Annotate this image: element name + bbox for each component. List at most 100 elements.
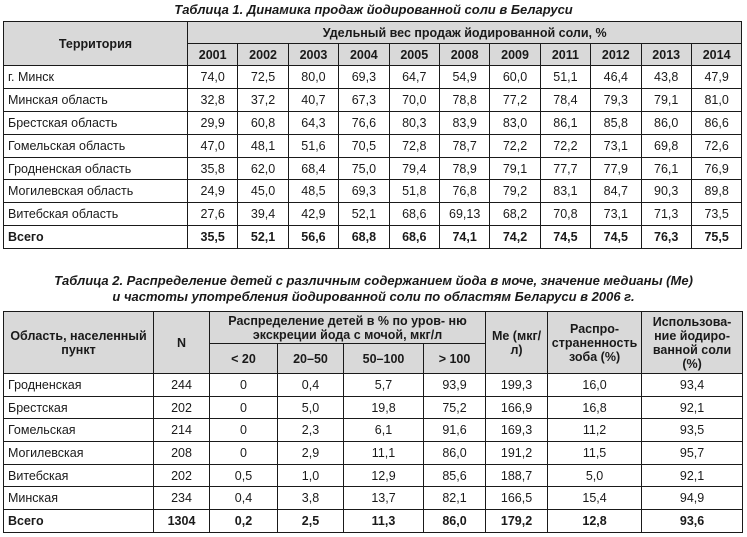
bin-header: 50–100 — [343, 343, 424, 374]
table-row: Гродненская область 35,8 62,0 68,4 75,0 79,4 7… — [3, 156, 743, 181]
sales-share-cell: 76,1 — [640, 156, 692, 181]
bin-cell: 0,5 — [209, 463, 278, 488]
bin-cell: 91,6 — [422, 418, 487, 443]
sales-share-cell: 60,0 — [489, 65, 541, 89]
territory-name: Гродненская область — [3, 156, 188, 181]
year-header: 2003 — [287, 43, 340, 66]
iodized-salt-cell: 94,9 — [641, 486, 744, 511]
bin-cell: 93,9 — [422, 373, 487, 397]
sales-share-cell: 69,3 — [338, 65, 390, 89]
sales-share-cell: 73,5 — [690, 202, 743, 227]
sales-share-cell: 90,3 — [640, 179, 692, 204]
sales-share-cell: 80,0 — [287, 65, 340, 89]
sales-share-cell: 64,7 — [388, 65, 440, 89]
sales-share-cell: 45,0 — [237, 179, 289, 204]
goiter-cell: 5,0 — [547, 463, 643, 488]
territory-header: Территория — [3, 21, 188, 66]
bin-cell: 0 — [209, 395, 278, 420]
sales-share-cell: 69,3 — [338, 179, 390, 204]
sales-share-cell: 76,3 — [640, 225, 692, 250]
sales-share-cell: 68,2 — [489, 202, 541, 227]
sales-share-cell: 80,3 — [388, 110, 440, 135]
sales-share-cell: 70,8 — [539, 202, 592, 227]
sales-share-cell: 67,3 — [338, 87, 390, 112]
bin-cell: 0,4 — [209, 486, 278, 511]
n-cell: 1304 — [153, 509, 210, 533]
goiter-cell: 16,0 — [547, 373, 643, 397]
sales-share-cell: 83,1 — [539, 179, 592, 204]
sales-share-cell: 52,1 — [237, 225, 289, 250]
sales-share-cell: 74,0 — [186, 65, 239, 89]
table-row: Брестская 202 0 5,0 19,8 75,2 166,9 16,8 92,1 — [3, 395, 744, 420]
territory-name: Минская область — [3, 87, 188, 112]
year-header: 2013 — [640, 43, 692, 66]
sales-share-cell: 79,1 — [489, 156, 541, 181]
table1-caption: Таблица 1. Динамика продаж йодированной … — [174, 2, 573, 17]
sales-share-cell: 78,9 — [438, 156, 491, 181]
sales-share-cell: 72,2 — [489, 133, 541, 158]
sales-share-cell: 74,2 — [489, 225, 541, 250]
bin-cell: 6,1 — [343, 418, 424, 443]
bin-cell: 3,8 — [277, 486, 344, 511]
goiter-cell: 15,4 — [547, 486, 643, 511]
sales-share-cell: 79,1 — [640, 87, 692, 112]
bin-cell: 2,3 — [277, 418, 344, 443]
median-cell: 169,3 — [485, 418, 549, 443]
sales-share-cell: 68,4 — [287, 156, 340, 181]
sales-share-cell: 74,1 — [438, 225, 491, 250]
sales-share-cell: 79,3 — [590, 87, 642, 112]
territory-name: Могилевская область — [3, 179, 188, 204]
bin-cell: 1,0 — [277, 463, 344, 488]
bin-cell: 75,2 — [422, 395, 487, 420]
region-name: Витебская — [3, 463, 154, 488]
sales-share-cell: 72,2 — [539, 133, 592, 158]
bin-cell: 5,0 — [277, 395, 344, 420]
distribution-header: Распределение детей в % по уров- ню экск… — [208, 311, 487, 344]
bin-cell: 19,8 — [343, 395, 424, 420]
sales-share-cell: 35,5 — [186, 225, 239, 250]
median-cell: 188,7 — [485, 463, 549, 488]
sales-share-cell: 86,6 — [690, 110, 743, 135]
sales-share-cell: 76,6 — [338, 110, 390, 135]
sales-share-cell: 75,5 — [690, 225, 743, 250]
median-header: Ме (мкг/л) — [485, 311, 549, 374]
sales-share-cell: 62,0 — [237, 156, 289, 181]
sales-share-cell: 72,5 — [237, 65, 289, 89]
region-name: Брестская — [3, 395, 154, 420]
sales-share-cell: 51,6 — [287, 133, 340, 158]
sales-share-cell: 39,4 — [237, 202, 289, 227]
n-cell: 202 — [153, 395, 210, 420]
sales-share-cell: 69,8 — [640, 133, 692, 158]
sales-share-cell: 48,5 — [287, 179, 340, 204]
sales-share-cell: 72,8 — [388, 133, 440, 158]
goiter-cell: 11,5 — [547, 441, 643, 465]
bin-header: 20–50 — [277, 343, 344, 374]
sales-share-cell: 27,6 — [186, 202, 239, 227]
bin-cell: 82,1 — [422, 486, 487, 511]
median-cell: 166,5 — [485, 486, 549, 511]
sales-share-cell: 84,7 — [590, 179, 642, 204]
sales-share-cell: 77,7 — [539, 156, 592, 181]
n-cell: 244 — [153, 373, 210, 397]
sales-share-cell: 46,4 — [590, 65, 642, 89]
median-cell: 191,2 — [485, 441, 549, 465]
bin-cell: 2,5 — [277, 509, 344, 533]
iodized-salt-cell: 93,6 — [641, 509, 744, 533]
iodized-salt-cell: 93,4 — [641, 373, 744, 397]
table-row: Брестская область 29,9 60,8 64,3 76,6 80,3 83,… — [3, 110, 743, 135]
sales-share-header: Удельный вес продаж йодированной соли, % — [186, 21, 743, 44]
sales-share-cell: 32,8 — [186, 87, 239, 112]
sales-share-cell: 51,1 — [539, 65, 592, 89]
bin-cell: 2,9 — [277, 441, 344, 465]
territory-name: Брестская область — [3, 110, 188, 135]
total-row: Всего 35,5 52,1 56,6 68,8 68,6 74,1 74,2 74,5 74,… — [3, 225, 743, 250]
table-row: Могилевская область 24,9 45,0 48,5 69,3 51,8 7… — [3, 179, 743, 204]
sales-share-cell: 54,9 — [438, 65, 491, 89]
iodized-salt-cell: 93,5 — [641, 418, 744, 443]
territory-name: Витебская область — [3, 202, 188, 227]
bin-cell: 12,9 — [343, 463, 424, 488]
bin-cell: 86,0 — [422, 509, 487, 533]
region-name: Всего — [3, 509, 154, 533]
table2-caption-line1: Таблица 2. Распределение детей с различн… — [54, 273, 693, 288]
sales-share-cell: 47,9 — [690, 65, 743, 89]
